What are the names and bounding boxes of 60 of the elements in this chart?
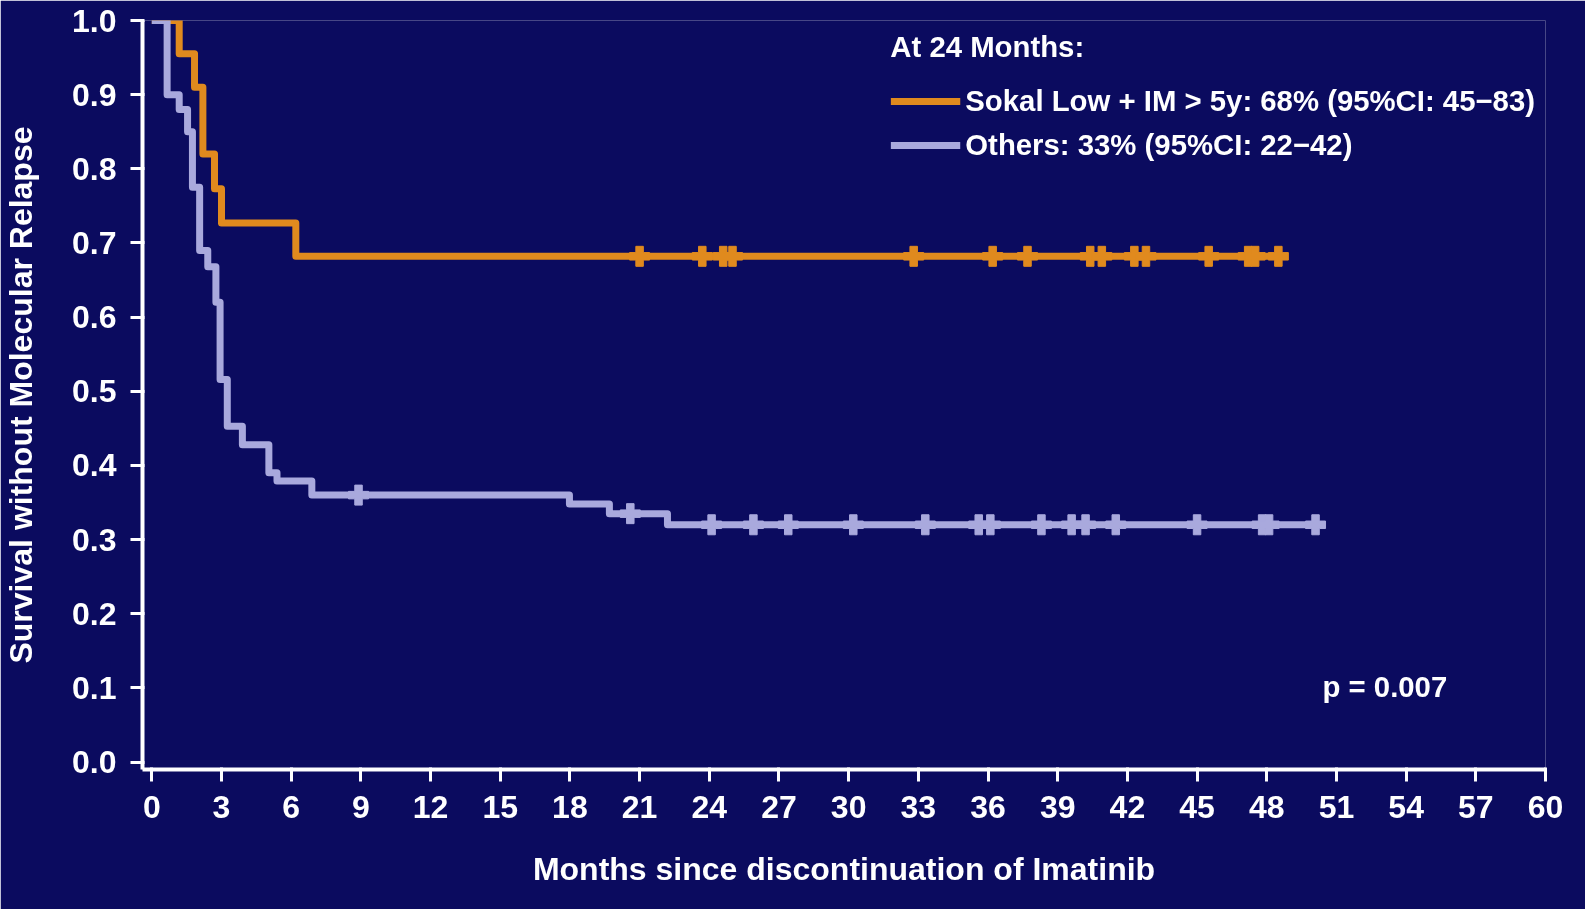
point [777,514,799,536]
point [842,514,864,536]
point [914,514,936,536]
point [1075,514,1097,536]
point [979,514,1001,536]
point [619,503,641,525]
x-tick-label: 51 [1318,788,1355,825]
y-axis-title: Survival without Molecular Relapse [3,126,40,664]
point [1186,514,1208,536]
x-tick-label: 15 [482,788,519,825]
x-tick-label: 30 [830,788,867,825]
x-tick-label: 33 [900,788,937,825]
x-tick-label: 3 [212,788,231,825]
point [1105,514,1127,536]
point [1017,245,1039,267]
x-tick-label: 27 [761,788,797,825]
y-tick-label: 0.7 [72,224,117,261]
x-tick-label: 45 [1179,788,1215,825]
y-tick-label: 0.0 [72,744,117,781]
y-tick-label: 0.8 [72,150,117,187]
point [348,484,370,506]
point [1267,245,1289,267]
x-tick-label: 36 [970,788,1006,825]
x-tick-label: 0 [142,788,161,825]
x-tick-label: 42 [1109,788,1146,825]
point [1091,245,1113,267]
legend-label: Sokal Low + IM > 5y: 68% (95%CI: 45−83) [965,84,1535,118]
x-tick-label: 21 [621,788,658,825]
point [1135,245,1157,267]
point [982,245,1004,267]
x-tick-label: 48 [1248,788,1285,825]
point [629,245,651,267]
y-tick-label: 0.5 [72,373,117,410]
y-tick-label: 0.3 [72,521,117,558]
annotation: p = 0.007 [1322,669,1448,703]
y-tick-label: 0.4 [72,447,117,484]
y-tick-label: 0.9 [72,76,117,113]
point [701,514,723,536]
point [691,245,713,267]
point [1198,245,1220,267]
y-tick-label: 0.1 [72,669,117,706]
point [742,514,764,536]
y-tick-label: 0.2 [72,595,117,632]
point [1305,514,1327,536]
x-tick-label: 24 [691,788,728,825]
point [903,245,925,267]
legend-label: Others: 33% (95%CI: 22−42) [965,128,1353,162]
x-tick-label: 39 [1039,788,1076,825]
x-tick-label: 12 [412,788,449,825]
y-tick-label: 0.6 [72,299,117,336]
x-tick-label: 9 [351,788,370,825]
point [1030,514,1052,536]
x-tick-label: 60 [1527,788,1564,825]
x-tick-label: 18 [552,788,588,825]
legend-title: At 24 Months: [890,30,1086,64]
x-tick-label: 54 [1388,788,1425,825]
y-tick-label: 1.0 [72,2,117,39]
x-tick-label: 57 [1458,788,1494,825]
x-tick-label: 6 [282,788,301,825]
x-axis-title: Months since discontinuation of Imatinib [532,850,1156,887]
